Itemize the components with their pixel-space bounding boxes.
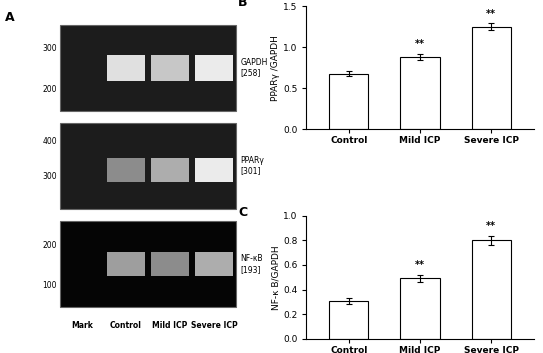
Text: **: **	[486, 221, 496, 231]
Bar	[471, 240, 510, 339]
Bar	[151, 252, 189, 276]
Bar	[60, 25, 236, 110]
Text: 100: 100	[42, 281, 57, 290]
Text: 400: 400	[42, 137, 57, 146]
Bar	[195, 252, 233, 276]
Text: GAPDH
[258]: GAPDH [258]	[240, 58, 268, 77]
Text: 200: 200	[42, 85, 57, 94]
Bar	[107, 158, 145, 182]
Text: 300: 300	[42, 44, 57, 53]
Bar	[151, 55, 189, 80]
Y-axis label: NF-κ B/GAPDH: NF-κ B/GAPDH	[271, 245, 280, 310]
Bar	[107, 252, 145, 276]
Bar	[151, 158, 189, 182]
Text: 200: 200	[42, 241, 57, 250]
Text: A: A	[5, 11, 15, 24]
Text: PPARγ
[301]: PPARγ [301]	[240, 156, 264, 175]
Bar	[107, 55, 145, 80]
Bar	[195, 55, 233, 80]
Bar	[60, 221, 236, 307]
Text: **: **	[486, 8, 496, 19]
Text: Control: Control	[110, 321, 142, 330]
Text: C: C	[238, 206, 247, 219]
Bar	[195, 158, 233, 182]
Text: **: **	[415, 261, 425, 270]
Text: Mark: Mark	[71, 321, 93, 330]
Text: Severe ICP: Severe ICP	[191, 321, 237, 330]
Text: NF-κB
[193]: NF-κB [193]	[240, 255, 263, 274]
Bar	[401, 57, 439, 130]
Text: 300: 300	[42, 172, 57, 181]
Y-axis label: PPARγ /GAPDH: PPARγ /GAPDH	[271, 35, 280, 101]
Bar	[330, 74, 369, 130]
Text: Mild ICP: Mild ICP	[152, 321, 188, 330]
Bar	[330, 301, 369, 339]
Text: B: B	[238, 0, 248, 10]
Bar	[60, 123, 236, 209]
Bar	[471, 27, 510, 130]
Bar	[401, 279, 439, 339]
Text: **: **	[415, 39, 425, 49]
